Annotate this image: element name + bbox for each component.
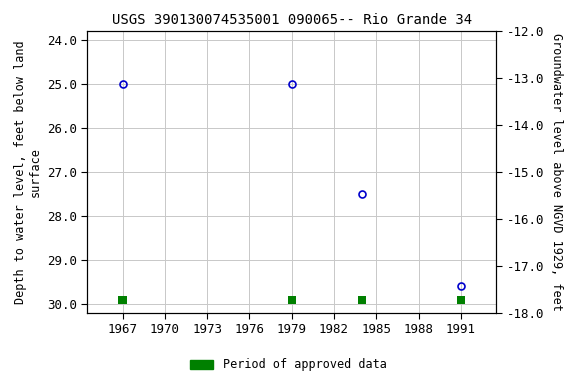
Bar [358, 296, 366, 304]
Bar [287, 296, 296, 304]
Bar [457, 296, 465, 304]
Legend: Period of approved data: Period of approved data [185, 354, 391, 376]
Y-axis label: Depth to water level, feet below land
surface: Depth to water level, feet below land su… [13, 40, 41, 304]
Title: USGS 390130074535001 090065-- Rio Grande 34: USGS 390130074535001 090065-- Rio Grande… [112, 13, 472, 28]
Y-axis label: Groundwater level above NGVD 1929, feet: Groundwater level above NGVD 1929, feet [550, 33, 563, 311]
Bar [119, 296, 127, 304]
